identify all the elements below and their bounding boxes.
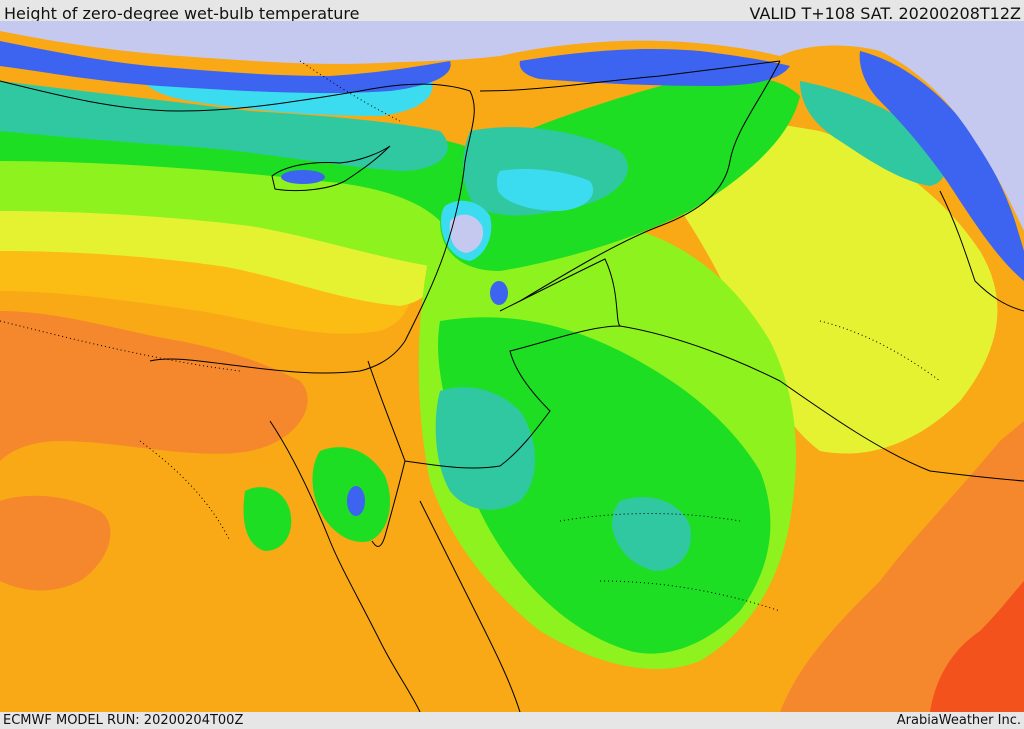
weather-map[interactable] [0, 21, 1024, 712]
valid-time: VALID T+108 SAT. 20200208T12Z [749, 4, 1021, 23]
field-blue-turkey [519, 49, 790, 86]
header-bar: Height of zero-degree wet-bulb temperatu… [0, 0, 1024, 23]
border-egypt-israel [367, 360, 406, 462]
field-blue-northeast [859, 51, 1024, 281]
border-iraq [499, 258, 621, 327]
field-teal-north [0, 81, 448, 171]
border-syria-turkey [479, 60, 781, 92]
coastline-north [0, 80, 475, 374]
field-lavender-north [0, 21, 1024, 231]
field-dark-orange-east [780, 421, 1024, 712]
field-teal-center [612, 497, 691, 571]
credit: ArabiaWeather Inc. [896, 713, 1021, 728]
dotted-4 [139, 440, 231, 542]
field-blue-cyprus [281, 170, 325, 184]
model-run: ECMWF MODEL RUN: 20200204T00Z [3, 713, 244, 728]
field-red-orange [930, 581, 1024, 712]
coastline-iran [939, 190, 1024, 312]
coastline-cyprus [271, 145, 391, 192]
coastline-gulf-aqaba [371, 460, 406, 547]
border-syria-iraq [519, 60, 781, 302]
coastline-red-sea-east [419, 500, 521, 712]
field-lavender-lebanon [449, 214, 484, 253]
field-yellow-east [640, 101, 998, 454]
field-green-egypt [243, 487, 292, 551]
field-blue-north [0, 41, 451, 94]
border-jordan-saudi [404, 325, 1024, 482]
field-cyan-north [140, 71, 433, 116]
borders [0, 60, 1024, 712]
field-dark-orange-southwest [0, 495, 111, 591]
field-blue-hermon [490, 281, 508, 305]
map-canvas [0, 21, 1024, 712]
dotted-5 [819, 320, 941, 382]
coastline-red-sea [269, 420, 421, 712]
map-title: Height of zero-degree wet-bulb temperatu… [4, 4, 360, 23]
field-teal-desert [435, 387, 535, 510]
footer-bar: ECMWF MODEL RUN: 20200204T00Z ArabiaWeat… [0, 712, 1024, 729]
field-dark-orange-west [0, 311, 308, 461]
field-blue-sinai [347, 486, 365, 516]
dotted-3 [599, 580, 781, 612]
field-cyan-syria [496, 169, 594, 211]
field-teal-northeast [800, 81, 945, 186]
dotted-boundaries [0, 60, 941, 612]
field-green-desert [438, 317, 771, 654]
